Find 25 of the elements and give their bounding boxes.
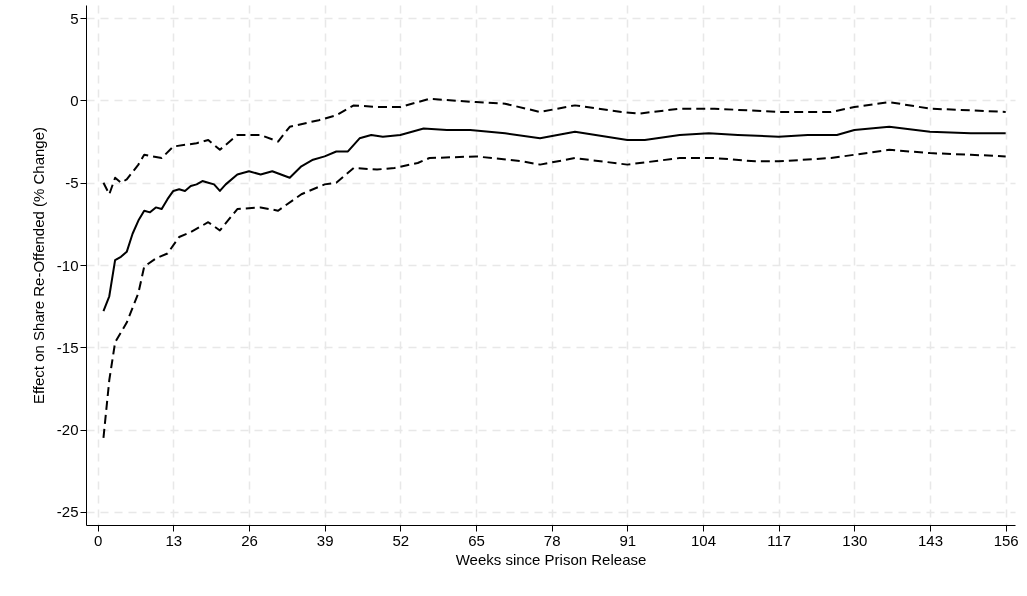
y-tick-label: -15 [56, 338, 79, 356]
y-tick-label: 5 [70, 9, 79, 27]
y-tick-label: -20 [56, 421, 79, 439]
y-tick-label: -10 [56, 256, 79, 274]
x-tick-label: 104 [690, 531, 717, 549]
x-tick-label: 91 [619, 531, 637, 549]
x-tick-label: 65 [468, 531, 485, 549]
line-series [102, 97, 1007, 196]
x-tick-label: 0 [93, 531, 103, 549]
x-tick-label: 143 [918, 531, 944, 549]
x-tick-label: 156 [993, 531, 1019, 549]
y-tick-label: -5 [65, 174, 79, 192]
x-tick-label: 78 [543, 531, 561, 549]
line-series [102, 148, 1007, 439]
y-axis-title: Effect on Share Re-Offended (% Change) [29, 126, 47, 405]
x-tick-label: 130 [842, 531, 868, 549]
x-tick-label: 13 [165, 531, 183, 549]
line-series [102, 125, 1007, 313]
y-tick-label: -25 [56, 503, 79, 521]
x-tick-label: 39 [316, 531, 334, 549]
x-tick-label: 26 [241, 531, 258, 549]
x-axis-title: Weeks since Prison Release [455, 550, 647, 568]
x-tick-label: 117 [767, 531, 792, 549]
x-tick-label: 52 [392, 531, 410, 549]
y-tick-label: 0 [70, 91, 79, 109]
